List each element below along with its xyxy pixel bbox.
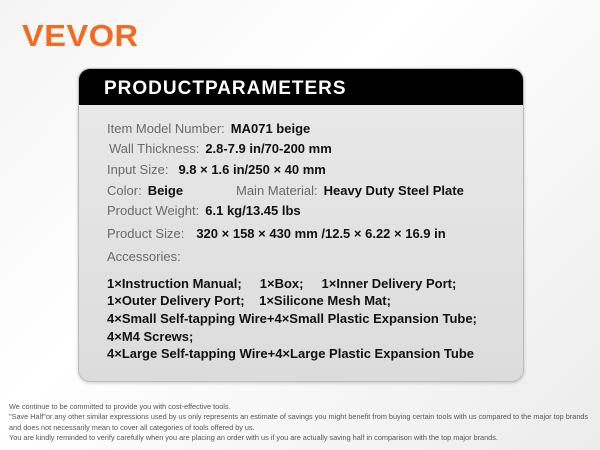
- param-material: Main Material: Heavy Duty Steel Plate: [236, 183, 464, 198]
- param-value: 9.8 × 1.6 in/250 × 40 mm: [178, 162, 326, 177]
- card-title: PRODUCTPARAMETERS: [79, 69, 523, 105]
- param-label: Product Weight:: [107, 203, 200, 218]
- param-value: Beige: [147, 183, 184, 198]
- param-value: MA071 beige: [230, 121, 311, 136]
- accessory-line: 4×Large Self-tapping Wire+4×Large Plasti…: [107, 346, 474, 361]
- param-value: 320 × 158 × 430 mm /12.5 × 6.22 × 16.9 i…: [196, 226, 446, 241]
- param-label: Product Size:: [107, 226, 185, 241]
- param-color: Color: Beige: [107, 183, 183, 198]
- disclaimer: We continue to be committed to provide y…: [9, 402, 599, 443]
- param-label: Main Material:: [236, 183, 318, 198]
- disclaimer-line: "Save Half"or any other similar expressi…: [9, 412, 589, 432]
- param-weight: Product Weight: 6.1 kg/13.45 lbs: [107, 203, 301, 218]
- product-parameters-card: PRODUCTPARAMETERS Item Model Number: MA07…: [78, 68, 524, 382]
- param-value: Heavy Duty Steel Plate: [323, 183, 464, 198]
- param-label: Wall Thickness:: [109, 141, 200, 156]
- param-wall-thickness: Wall Thickness: 2.8-7.9 in/70-200 mm: [109, 141, 332, 156]
- accessory-line: 4×M4 Screws;: [107, 329, 194, 344]
- param-label: Input Size:: [107, 162, 169, 177]
- param-value: 2.8-7.9 in/70-200 mm: [205, 141, 332, 156]
- param-size: Product Size: 320 × 158 × 430 mm /12.5 × …: [107, 226, 446, 241]
- accessory-line: 4×Small Self-tapping Wire+4×Small Plasti…: [107, 311, 477, 326]
- accessory-line: 1×Outer Delivery Port; 1×Silicone Mesh M…: [107, 293, 391, 308]
- param-input-size: Input Size: 9.8 × 1.6 in/250 × 40 mm: [107, 162, 326, 177]
- param-label: Item Model Number:: [107, 121, 225, 136]
- param-value: 6.1 kg/13.45 lbs: [205, 203, 301, 218]
- accessories-label: Accessories:: [107, 249, 181, 264]
- param-label: Color:: [107, 183, 142, 198]
- disclaimer-line: We continue to be committed to provide y…: [9, 402, 231, 411]
- disclaimer-line: You are kindly reminded to verify carefu…: [9, 432, 498, 442]
- vevor-logo: VEVOR: [22, 18, 139, 53]
- accessory-line: 1×Instruction Manual; 1×Box; 1×Inner Del…: [107, 276, 457, 291]
- param-model: Item Model Number: MA071 beige: [107, 121, 310, 136]
